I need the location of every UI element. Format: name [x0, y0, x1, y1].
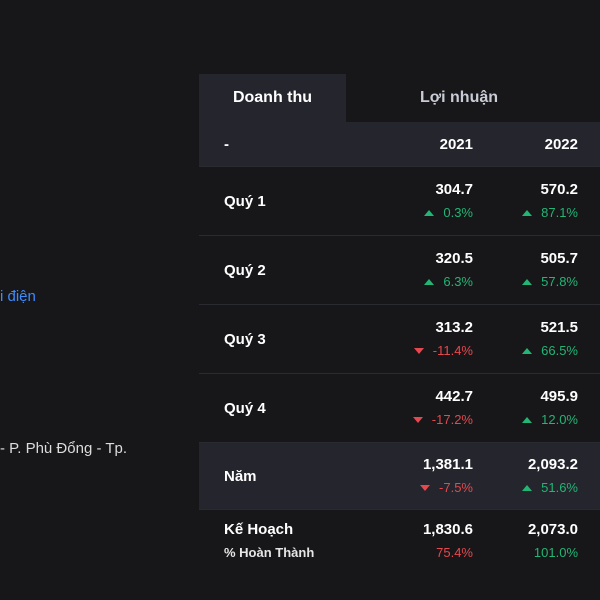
cell-value: 304.7 — [435, 181, 473, 198]
arrow-up-icon — [522, 347, 533, 354]
cell-change: 66.5% — [473, 343, 578, 359]
table-row: Quý 4 442.7 -17.2% 495.9 12.0% — [199, 374, 600, 443]
cell-value: 313.2 — [435, 319, 473, 336]
cell: 320.5 6.3% — [369, 250, 473, 290]
contact-link[interactable]: i điện — [0, 288, 36, 305]
row-label: Năm — [224, 467, 257, 485]
table-row: Quý 2 320.5 6.3% 505.7 57.8% — [199, 236, 600, 305]
arrow-down-icon — [412, 416, 423, 423]
tab-spacer — [572, 74, 600, 122]
financial-panel: Doanh thu Lợi nhuận - 2021 2022 Quý 1 30… — [199, 74, 600, 600]
cell-value: 2,093.2 — [527, 456, 578, 473]
row-label: Quý 4 — [224, 399, 266, 417]
table-row: Quý 1 304.7 0.3% 570.2 87.1% — [199, 167, 600, 236]
cell-change: -11.4% — [369, 343, 473, 359]
cell: 1,830.6 75.4% — [369, 521, 473, 561]
cell-value: 505.7 — [540, 250, 578, 267]
cell-change: 87.1% — [473, 205, 578, 221]
cell: 2,093.2 51.6% — [473, 456, 578, 496]
arrow-up-icon — [522, 278, 533, 285]
arrow-down-icon — [420, 484, 431, 491]
cell: 313.2 -11.4% — [369, 319, 473, 359]
cell-change: 0.3% — [369, 205, 473, 221]
arrow-up-icon — [522, 484, 533, 491]
cell: 570.2 87.1% — [473, 181, 578, 221]
revenue-table: - 2021 2022 Quý 1 304.7 0.3% 570.2 87.1%… — [199, 122, 600, 572]
header-year-2021[interactable]: 2021 — [439, 135, 473, 153]
cell: 2,073.0 101.0% — [473, 521, 578, 561]
cell-value: 495.9 — [540, 388, 578, 405]
plan-value: 2,073.0 — [527, 521, 578, 538]
plan-percent: 75.4% — [436, 545, 473, 560]
cell: 521.5 66.5% — [473, 319, 578, 359]
row-label: Quý 3 — [224, 330, 266, 348]
plan-label: Kế Hoạch % Hoàn Thành — [199, 521, 369, 561]
arrow-up-icon — [522, 209, 533, 216]
cell-value: 570.2 — [540, 181, 578, 198]
cell-value: 320.5 — [435, 250, 473, 267]
arrow-down-icon — [413, 347, 424, 354]
cell: 505.7 57.8% — [473, 250, 578, 290]
arrow-up-icon — [522, 416, 533, 423]
table-row: Quý 3 313.2 -11.4% 521.5 66.5% — [199, 305, 600, 374]
tab-profit[interactable]: Lợi nhuận — [419, 89, 499, 106]
cell: 495.9 12.0% — [473, 388, 578, 428]
cell: 442.7 -17.2% — [369, 388, 473, 428]
cell-value: 521.5 — [540, 319, 578, 336]
arrow-up-icon — [424, 209, 435, 216]
arrow-up-icon — [424, 278, 435, 285]
cell: 1,381.1 -7.5% — [369, 456, 473, 496]
plan-row: Kế Hoạch % Hoàn Thành 1,830.6 75.4% 2,07… — [199, 510, 600, 572]
cell: 304.7 0.3% — [369, 181, 473, 221]
table-header: - 2021 2022 — [199, 122, 600, 167]
cell-change: 51.6% — [473, 480, 578, 496]
tab-bar: Doanh thu Lợi nhuận — [199, 74, 600, 122]
header-label: - — [224, 135, 229, 153]
plan-percent: 101.0% — [533, 545, 578, 560]
header-year-2022[interactable]: 2022 — [544, 135, 578, 153]
row-label: Quý 2 — [224, 261, 266, 279]
tab-revenue[interactable]: Doanh thu — [199, 74, 346, 122]
cell-change: 6.3% — [369, 274, 473, 290]
cell-change: 12.0% — [473, 412, 578, 428]
plan-completion-label: % Hoàn Thành — [224, 545, 315, 560]
row-label: Quý 1 — [224, 192, 266, 210]
plan-title: Kế Hoạch — [224, 521, 294, 538]
address-text: - P. Phù Đổng - Tp. — [0, 440, 128, 457]
cell-value: 1,381.1 — [422, 456, 473, 473]
cell-value: 442.7 — [435, 388, 473, 405]
cell-change: -17.2% — [369, 412, 473, 428]
cell-change: 57.8% — [473, 274, 578, 290]
plan-value: 1,830.6 — [422, 521, 473, 538]
year-total-row: Năm 1,381.1 -7.5% 2,093.2 51.6% — [199, 443, 600, 510]
cell-change: -7.5% — [369, 480, 473, 496]
